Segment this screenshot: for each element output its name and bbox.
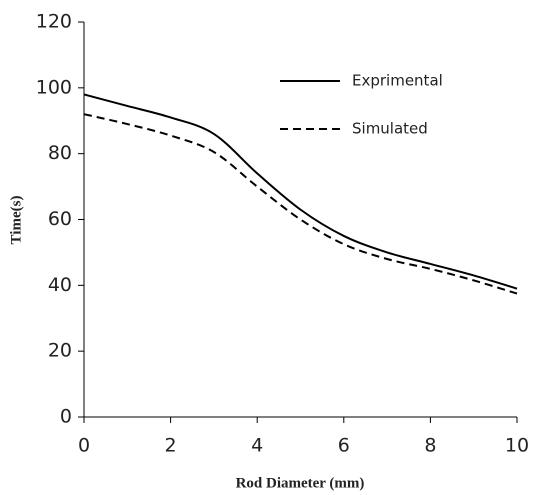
x-tick-label: 10 xyxy=(505,435,529,457)
legend-label: Simulated xyxy=(352,120,428,138)
x-tick-label: 6 xyxy=(338,435,350,457)
legend-label: Exprimental xyxy=(352,72,443,90)
x-tick-label: 8 xyxy=(424,435,436,457)
series-line xyxy=(83,93,518,290)
y-tick-label: 60 xyxy=(48,208,72,230)
y-tick-label: 40 xyxy=(48,274,72,296)
x-tick-label: 4 xyxy=(251,435,263,457)
y-tick-label: 20 xyxy=(48,340,72,362)
x-tick-label: 2 xyxy=(165,435,177,457)
y-tick-label: 0 xyxy=(60,406,72,428)
y-tick-label: 80 xyxy=(48,142,72,164)
x-axis-title: Rod Diameter (mm) xyxy=(236,475,365,491)
x-tick-label: 0 xyxy=(78,435,90,457)
y-tick-label: 120 xyxy=(36,11,72,33)
y-tick-label: 100 xyxy=(36,76,72,98)
y-axis-title: Time(s) xyxy=(8,196,24,245)
series-line xyxy=(83,113,518,295)
